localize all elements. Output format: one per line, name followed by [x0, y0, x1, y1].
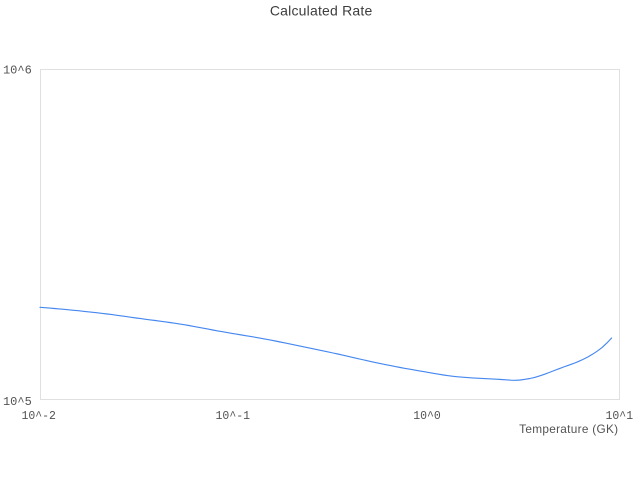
svg-text:10^1: 10^1 — [605, 410, 633, 423]
svg-text:10^0: 10^0 — [413, 410, 441, 423]
svg-text:10^5: 10^5 — [3, 395, 32, 409]
svg-text:10^-2: 10^-2 — [21, 410, 56, 423]
svg-text:10^-1: 10^-1 — [216, 410, 251, 423]
svg-text:Temperature (GK): Temperature (GK) — [519, 422, 618, 436]
svg-text:10^6: 10^6 — [3, 64, 32, 78]
svg-text:Calculated Rate: Calculated Rate — [270, 3, 373, 19]
